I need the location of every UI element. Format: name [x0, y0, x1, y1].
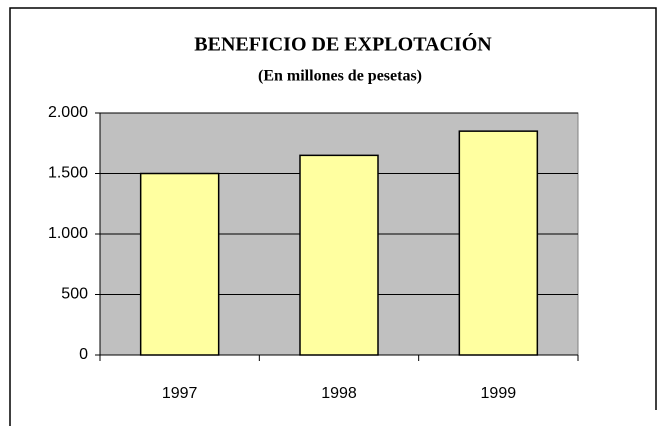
- chart-subtitle: (En millones de pesetas): [258, 68, 422, 85]
- y-tick-label: 2.000: [48, 104, 88, 121]
- bar: [139, 172, 220, 356]
- chart-title: BENEFICIO DE EXPLOTACIÓN: [194, 32, 492, 56]
- bar: [299, 154, 379, 356]
- x-tick-label: 1997: [162, 385, 198, 402]
- chart-border: [9, 7, 657, 426]
- x-tick-label: 1999: [481, 385, 517, 402]
- y-tick-label: 1.500: [48, 165, 88, 182]
- bar: [458, 130, 539, 356]
- y-tick-label: 0: [79, 346, 88, 363]
- y-tick-label: 500: [61, 286, 88, 303]
- x-tick-label: 1998: [321, 385, 357, 402]
- y-tick-label: 1.000: [48, 225, 88, 242]
